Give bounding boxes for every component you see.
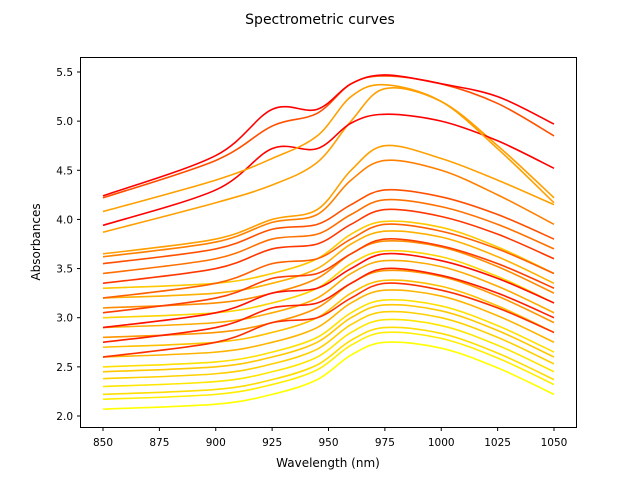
x-tick-label: 950 <box>318 437 338 449</box>
x-tick-label: 1025 <box>484 437 511 449</box>
y-axis: 2.0 2.5 3.0 3.5 4.0 4.5 5.0 5.5 <box>56 67 81 423</box>
x-tick-label: 900 <box>206 437 226 449</box>
spectrum-curve-14 <box>102 230 555 299</box>
y-tick-label: 2.0 <box>56 411 73 423</box>
spectrum-curve-20 <box>102 223 555 299</box>
spectrum-curve-2 <box>102 331 555 401</box>
spectrum-curve-15 <box>102 220 555 290</box>
chart-title: Spectrometric curves <box>245 12 395 28</box>
spectrum-curve-25 <box>102 144 555 255</box>
spectrum-curve-1 <box>102 341 555 410</box>
y-tick-label: 2.5 <box>56 362 73 374</box>
spectrum-curve-7 <box>102 298 555 368</box>
spectrum-curve-30 <box>102 74 555 197</box>
spectrum-curve-26 <box>102 87 555 233</box>
x-tick-label: 925 <box>262 437 282 449</box>
spectrum-curve-4 <box>102 318 555 388</box>
spectrum-curve-8 <box>102 289 555 358</box>
x-tick-label: 1050 <box>541 437 568 449</box>
spectrum-curve-18 <box>102 252 555 329</box>
x-axis-label: Wavelength (nm) <box>276 456 380 470</box>
y-tick-label: 4.5 <box>56 165 73 177</box>
x-tick-label: 875 <box>149 437 169 449</box>
y-tick-label: 4.0 <box>56 214 73 226</box>
spectrum-curve-27 <box>102 113 555 227</box>
spectrum-curve-21 <box>102 208 555 285</box>
y-axis-label: Absorbances <box>29 203 43 280</box>
spectrum-curve-17 <box>102 267 555 344</box>
x-tick-label: 850 <box>93 437 113 449</box>
curves <box>102 74 555 410</box>
spectrum-curve-24 <box>102 159 555 258</box>
y-tick-label: 3.5 <box>56 264 73 276</box>
spectrum-curve-11 <box>102 259 555 329</box>
y-tick-label: 5.0 <box>56 116 73 128</box>
spectrum-curve-19 <box>102 238 555 314</box>
spectrum-curve-23 <box>102 188 555 265</box>
spectrum-curve-28 <box>102 83 555 213</box>
spectrum-curve-22 <box>102 198 555 275</box>
x-tick-label: 975 <box>375 437 395 449</box>
spectrum-curve-3 <box>102 326 555 396</box>
spectrum-curve-5 <box>102 310 555 380</box>
x-tick-label: 1000 <box>428 437 455 449</box>
spectrum-curve-16 <box>102 282 555 358</box>
x-axis: 850 875 900 925 950 975 1000 1025 1050 <box>93 427 568 449</box>
spectrum-curve-6 <box>102 303 555 373</box>
y-tick-label: 3.0 <box>56 313 73 325</box>
y-tick-label: 5.5 <box>56 67 73 79</box>
